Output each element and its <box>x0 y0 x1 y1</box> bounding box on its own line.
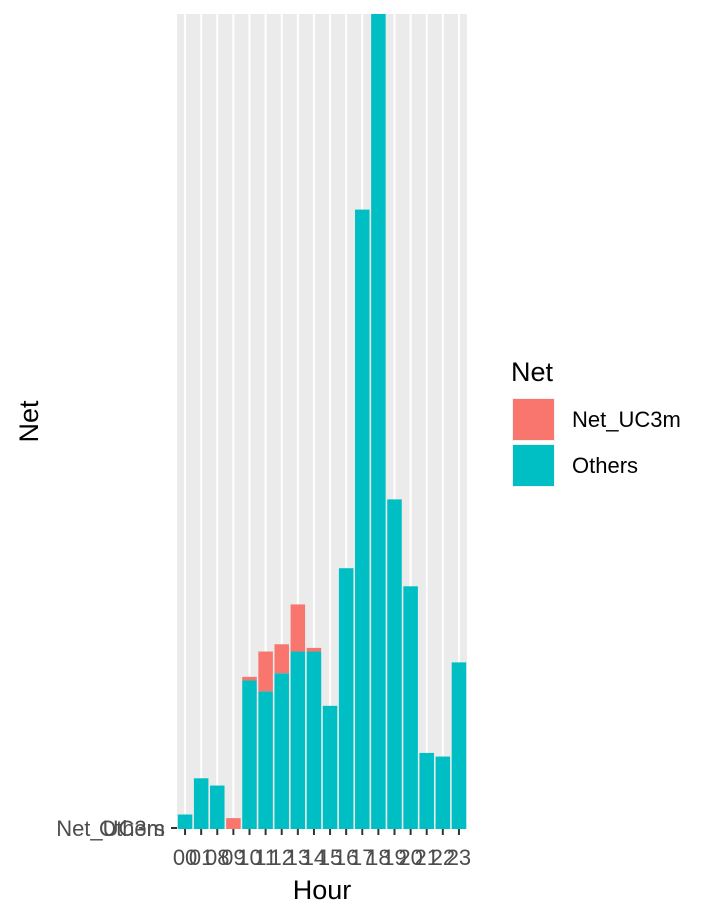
bar-others-19 <box>387 499 402 829</box>
bar-others-21 <box>419 752 434 829</box>
bar-others-13 <box>290 651 306 829</box>
bar-net-uc3m-09 <box>226 818 241 829</box>
bar-net-uc3m-13 <box>290 604 306 652</box>
bar-others-18 <box>371 14 386 829</box>
legend-label-net-uc3m: Net_UC3m <box>572 407 681 432</box>
bar-others-11 <box>258 691 273 829</box>
x-tick-label-13: 13 <box>286 845 310 870</box>
bar-others-22 <box>435 756 451 829</box>
x-tick-label-17: 17 <box>350 845 374 870</box>
x-tick-label-16: 16 <box>334 845 358 870</box>
y-tick-label-0: Net_UC3m <box>56 816 165 841</box>
bar-others-20 <box>403 586 418 829</box>
y-axis-title: Net <box>14 400 44 443</box>
plot-panel <box>177 14 467 830</box>
x-tick-label-20: 20 <box>398 845 422 870</box>
bar-others-14 <box>306 651 322 829</box>
bar-others-00 <box>177 814 193 829</box>
x-tick-label-08: 08 <box>205 845 229 870</box>
bar-net-uc3m-14 <box>306 647 322 652</box>
legend-swatch-others <box>513 445 554 486</box>
y-tick-label-1: Others <box>99 816 165 841</box>
bars <box>177 14 467 830</box>
bar-net-uc3m-12 <box>274 644 289 674</box>
x-tick-label-23: 23 <box>447 845 471 870</box>
x-tick-label-19: 19 <box>382 845 406 870</box>
legend-swatch-net-uc3m <box>513 399 554 440</box>
panel-background <box>177 14 467 829</box>
bar-others-10 <box>242 680 257 829</box>
bar-others-15 <box>322 705 338 829</box>
bar-others-12 <box>274 673 289 829</box>
bar-others-16 <box>338 568 354 829</box>
x-tick-label-09: 09 <box>221 845 245 870</box>
x-tick-label-01: 01 <box>189 845 213 870</box>
bar-net-uc3m-10 <box>242 676 257 681</box>
x-tick-label-12: 12 <box>269 845 293 870</box>
bar-others-01 <box>193 778 209 829</box>
bar-others-17 <box>355 209 370 830</box>
x-tick-label-14: 14 <box>302 845 326 870</box>
legend-title: Net <box>511 357 554 387</box>
x-tick-label-10: 10 <box>237 845 261 870</box>
x-tick-label-15: 15 <box>318 845 342 870</box>
bar-net-uc3m-11 <box>258 651 273 692</box>
x-tick-label-18: 18 <box>366 845 390 870</box>
x-tick-label-22: 22 <box>431 845 455 870</box>
x-tick-label-21: 21 <box>414 845 438 870</box>
bar-others-08 <box>210 785 225 829</box>
x-tick-label-00: 00 <box>173 845 197 870</box>
bar-others-23 <box>451 662 467 829</box>
x-tick-label-11: 11 <box>254 845 277 870</box>
x-axis-title: Hour <box>293 875 352 905</box>
legend: Net Net_UC3m Others <box>511 357 681 487</box>
legend-label-others: Others <box>572 453 638 478</box>
